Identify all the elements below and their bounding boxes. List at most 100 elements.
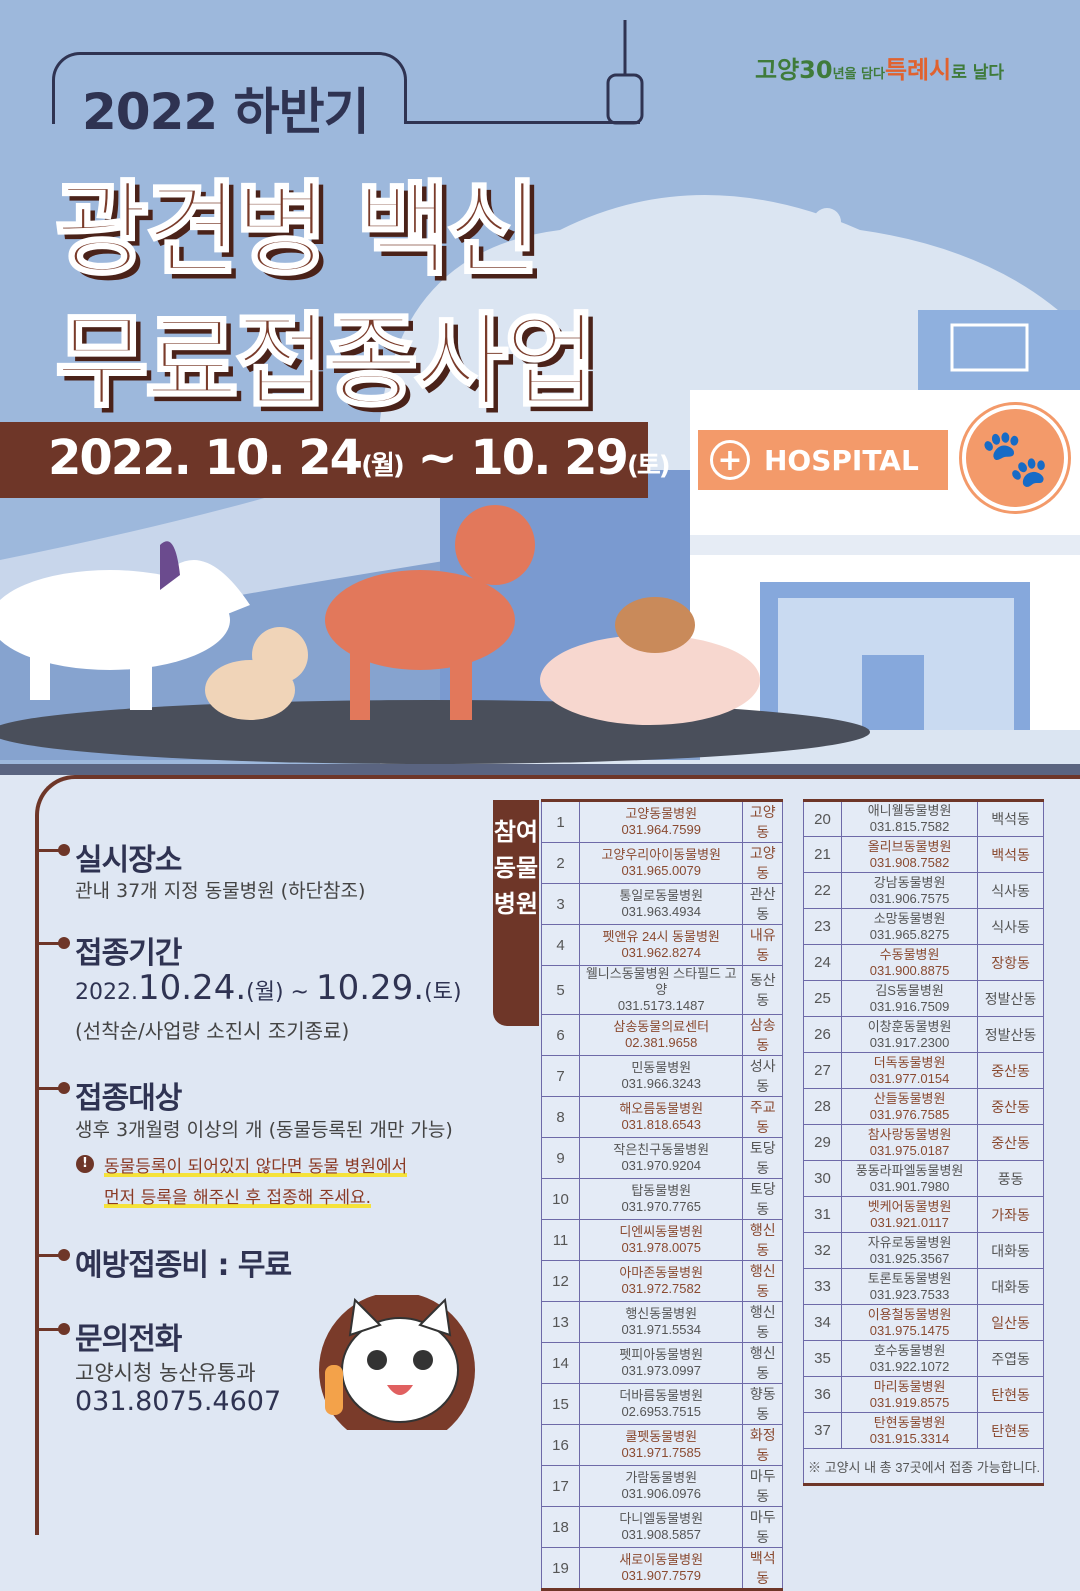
hospital-phone: 031.965.0079 xyxy=(621,863,701,878)
warning-text: 동물등록이 되어있지 않다면 동물 병원에서 xyxy=(104,1152,408,1177)
row-number: 9 xyxy=(541,1137,580,1179)
hospital-cell: 자유로동물병원 031.925.3567 xyxy=(840,1232,979,1269)
date-start-day: (월) xyxy=(361,451,405,481)
table-row: 5 웰니스동물병원 스타필드 고양 031.5173.1487 동산동 xyxy=(541,965,783,1015)
hospital-name: 펫피아동물병원 xyxy=(619,1347,704,1362)
row-number: 16 xyxy=(541,1424,580,1466)
hospital-name: 산들동물병원 xyxy=(873,1090,946,1106)
hospital-cell: 김S동물병원 031.916.7509 xyxy=(840,980,979,1017)
hospital-district: 행신동 xyxy=(742,1219,783,1261)
table-row: 23 소망동물병원 031.965.8275 식사동 xyxy=(803,908,1044,945)
table-row: 11 디엔씨동물병원 031.978.0075 행신동 xyxy=(541,1219,783,1261)
table-row: 16 쿨펫동물병원 031.971.7585 화정동 xyxy=(541,1424,783,1466)
hospital-cell: 이창훈동물병원 031.917.2300 xyxy=(840,1016,979,1053)
table-row: 14 펫피아동물병원 031.973.0997 행신동 xyxy=(541,1342,783,1384)
hospital-name: 새로이동물병원 xyxy=(619,1552,704,1567)
sleeping-dog xyxy=(540,635,760,725)
hospital-district: 중산동 xyxy=(977,1088,1044,1125)
target-text: 생후 3개월령 이상의 개 (동물등록된 개만 가능) xyxy=(75,1119,453,1141)
hospital-phone: 031.815.7582 xyxy=(869,819,950,834)
hospital-district: 주교동 xyxy=(742,1096,783,1138)
title-line-1: 광견병 백신 xyxy=(54,170,542,292)
hospital-cell: 소망동물병원 031.965.8275 xyxy=(840,908,979,945)
date-end-day: (토) xyxy=(626,451,671,481)
hospital-cell: 이용철동물병원 031.975.1475 xyxy=(840,1304,979,1341)
row-number: 27 xyxy=(803,1052,842,1089)
hospital-name: 마리동물병원 xyxy=(873,1378,946,1394)
row-number: 25 xyxy=(803,980,842,1017)
hospital-name: 김S동물병원 xyxy=(875,982,944,998)
hospital-cell: 쿨펫동물병원 031.971.7585 xyxy=(578,1424,744,1466)
hospital-district: 토당동 xyxy=(742,1137,783,1179)
hospital-phone: 031.978.0075 xyxy=(621,1240,701,1255)
hospital-name: 아마존동물병원 xyxy=(619,1265,704,1280)
hospital-phone: 031.922.1072 xyxy=(869,1358,950,1374)
table-row: 7 민동물병원 031.966.3243 성사동 xyxy=(541,1055,783,1097)
hospital-district: 식사동 xyxy=(977,908,1044,945)
hospital-district: 중산동 xyxy=(977,1124,1044,1161)
hospital-cell: 가람동물병원 031.906.0976 xyxy=(578,1465,744,1507)
hospital-phone: 031.971.5534 xyxy=(621,1322,701,1337)
row-number: 21 xyxy=(803,836,842,873)
hospital-phone: 031.972.7582 xyxy=(621,1281,701,1296)
hospital-name: 행신동물병원 xyxy=(625,1306,698,1321)
table-row: 21 올리브동물병원 031.908.7582 백석동 xyxy=(803,836,1044,873)
hospital-phone: 031.973.0997 xyxy=(621,1363,701,1378)
hospital-name: 소망동물병원 xyxy=(873,910,946,926)
hospital-phone: 031.908.7582 xyxy=(869,854,950,870)
row-number: 5 xyxy=(541,965,580,1015)
hospital-name: 올리브동물병원 xyxy=(867,838,952,854)
table-row: 1 고양동물병원 031.964.7599 고양동 xyxy=(541,800,783,843)
table-row: 10 탑동물병원 031.970.7765 토당동 xyxy=(541,1178,783,1220)
date-start: 2022. 10. 24 xyxy=(48,430,363,486)
hospital-phone: 02.6953.7515 xyxy=(621,1404,701,1419)
hospital-district: 마두동 xyxy=(742,1506,783,1548)
hospital-cell: 탄현동물병원 031.915.3314 xyxy=(840,1412,979,1449)
section-title: 예방접종비 : 무료 xyxy=(75,1248,292,1283)
row-number: 24 xyxy=(803,944,842,981)
hospital-phone: 02.381.9658 xyxy=(625,1035,698,1050)
row-number: 35 xyxy=(803,1340,842,1377)
hospital-name: 다니엘동물병원 xyxy=(619,1511,704,1526)
table-row: 35 호수동물병원 031.922.1072 주엽동 xyxy=(803,1340,1044,1377)
hospital-phone: 031.925.3567 xyxy=(869,1250,950,1266)
hospital-phone: 031.921.0117 xyxy=(870,1214,949,1230)
hospital-name: 토론토동물병원 xyxy=(867,1270,952,1286)
hospital-district: 탄현동 xyxy=(977,1412,1044,1449)
hospital-district: 화정동 xyxy=(742,1424,783,1466)
row-number: 3 xyxy=(541,883,580,925)
row-number: 26 xyxy=(803,1016,842,1053)
row-number: 28 xyxy=(803,1088,842,1125)
hospital-district: 탄현동 xyxy=(977,1376,1044,1413)
hospital-district: 대화동 xyxy=(977,1268,1044,1305)
table-row: 8 해오름동물병원 031.818.6543 주교동 xyxy=(541,1096,783,1138)
hospital-cell: 펫피아동물병원 031.973.0997 xyxy=(578,1342,744,1384)
logo-number: 30 xyxy=(799,56,833,84)
row-number: 29 xyxy=(803,1124,842,1161)
row-number: 30 xyxy=(803,1160,842,1197)
hospital-phone: 031.916.7509 xyxy=(869,998,950,1014)
table-row: 26 이창훈동물병원 031.917.2300 정발산동 xyxy=(803,1016,1044,1053)
hospital-district: 가좌동 xyxy=(977,1196,1044,1233)
table-row: 20 애니웰동물병원 031.815.7582 백석동 xyxy=(803,800,1044,837)
subtitle-frame xyxy=(52,52,407,124)
hospital-district: 행신동 xyxy=(742,1342,783,1384)
table-row: 6 삼송동물의료센터 02.381.9658 삼송동 xyxy=(541,1014,783,1056)
hospital-phone: 031.964.7599 xyxy=(621,822,701,837)
hospital-phone: 031.901.7980 xyxy=(869,1178,950,1194)
contact-phone[interactable]: 031.8075.4607 xyxy=(75,1386,282,1417)
hospital-phone: 031.917.2300 xyxy=(869,1034,950,1050)
hospital-phone: 031.977.0154 xyxy=(869,1070,950,1086)
section-title: 실시장소 xyxy=(75,843,182,878)
hospital-phone: 031.915.3314 xyxy=(869,1430,950,1446)
hospital-phone: 031.906.0976 xyxy=(621,1486,701,1501)
hospital-phone: 031.923.7533 xyxy=(869,1286,950,1302)
row-number: 23 xyxy=(803,908,842,945)
cat-phone-mascot xyxy=(319,1295,475,1430)
hospital-district: 토당동 xyxy=(742,1178,783,1220)
hospital-cell: 벳케어동물병원 031.921.0117 xyxy=(840,1196,979,1233)
row-number: 32 xyxy=(803,1232,842,1269)
row-number: 33 xyxy=(803,1268,842,1305)
subtitle: 2022 하반기 xyxy=(82,83,370,141)
warning-line-2: 먼저 등록을 해주신 후 접종해 주세요. xyxy=(104,1188,372,1208)
